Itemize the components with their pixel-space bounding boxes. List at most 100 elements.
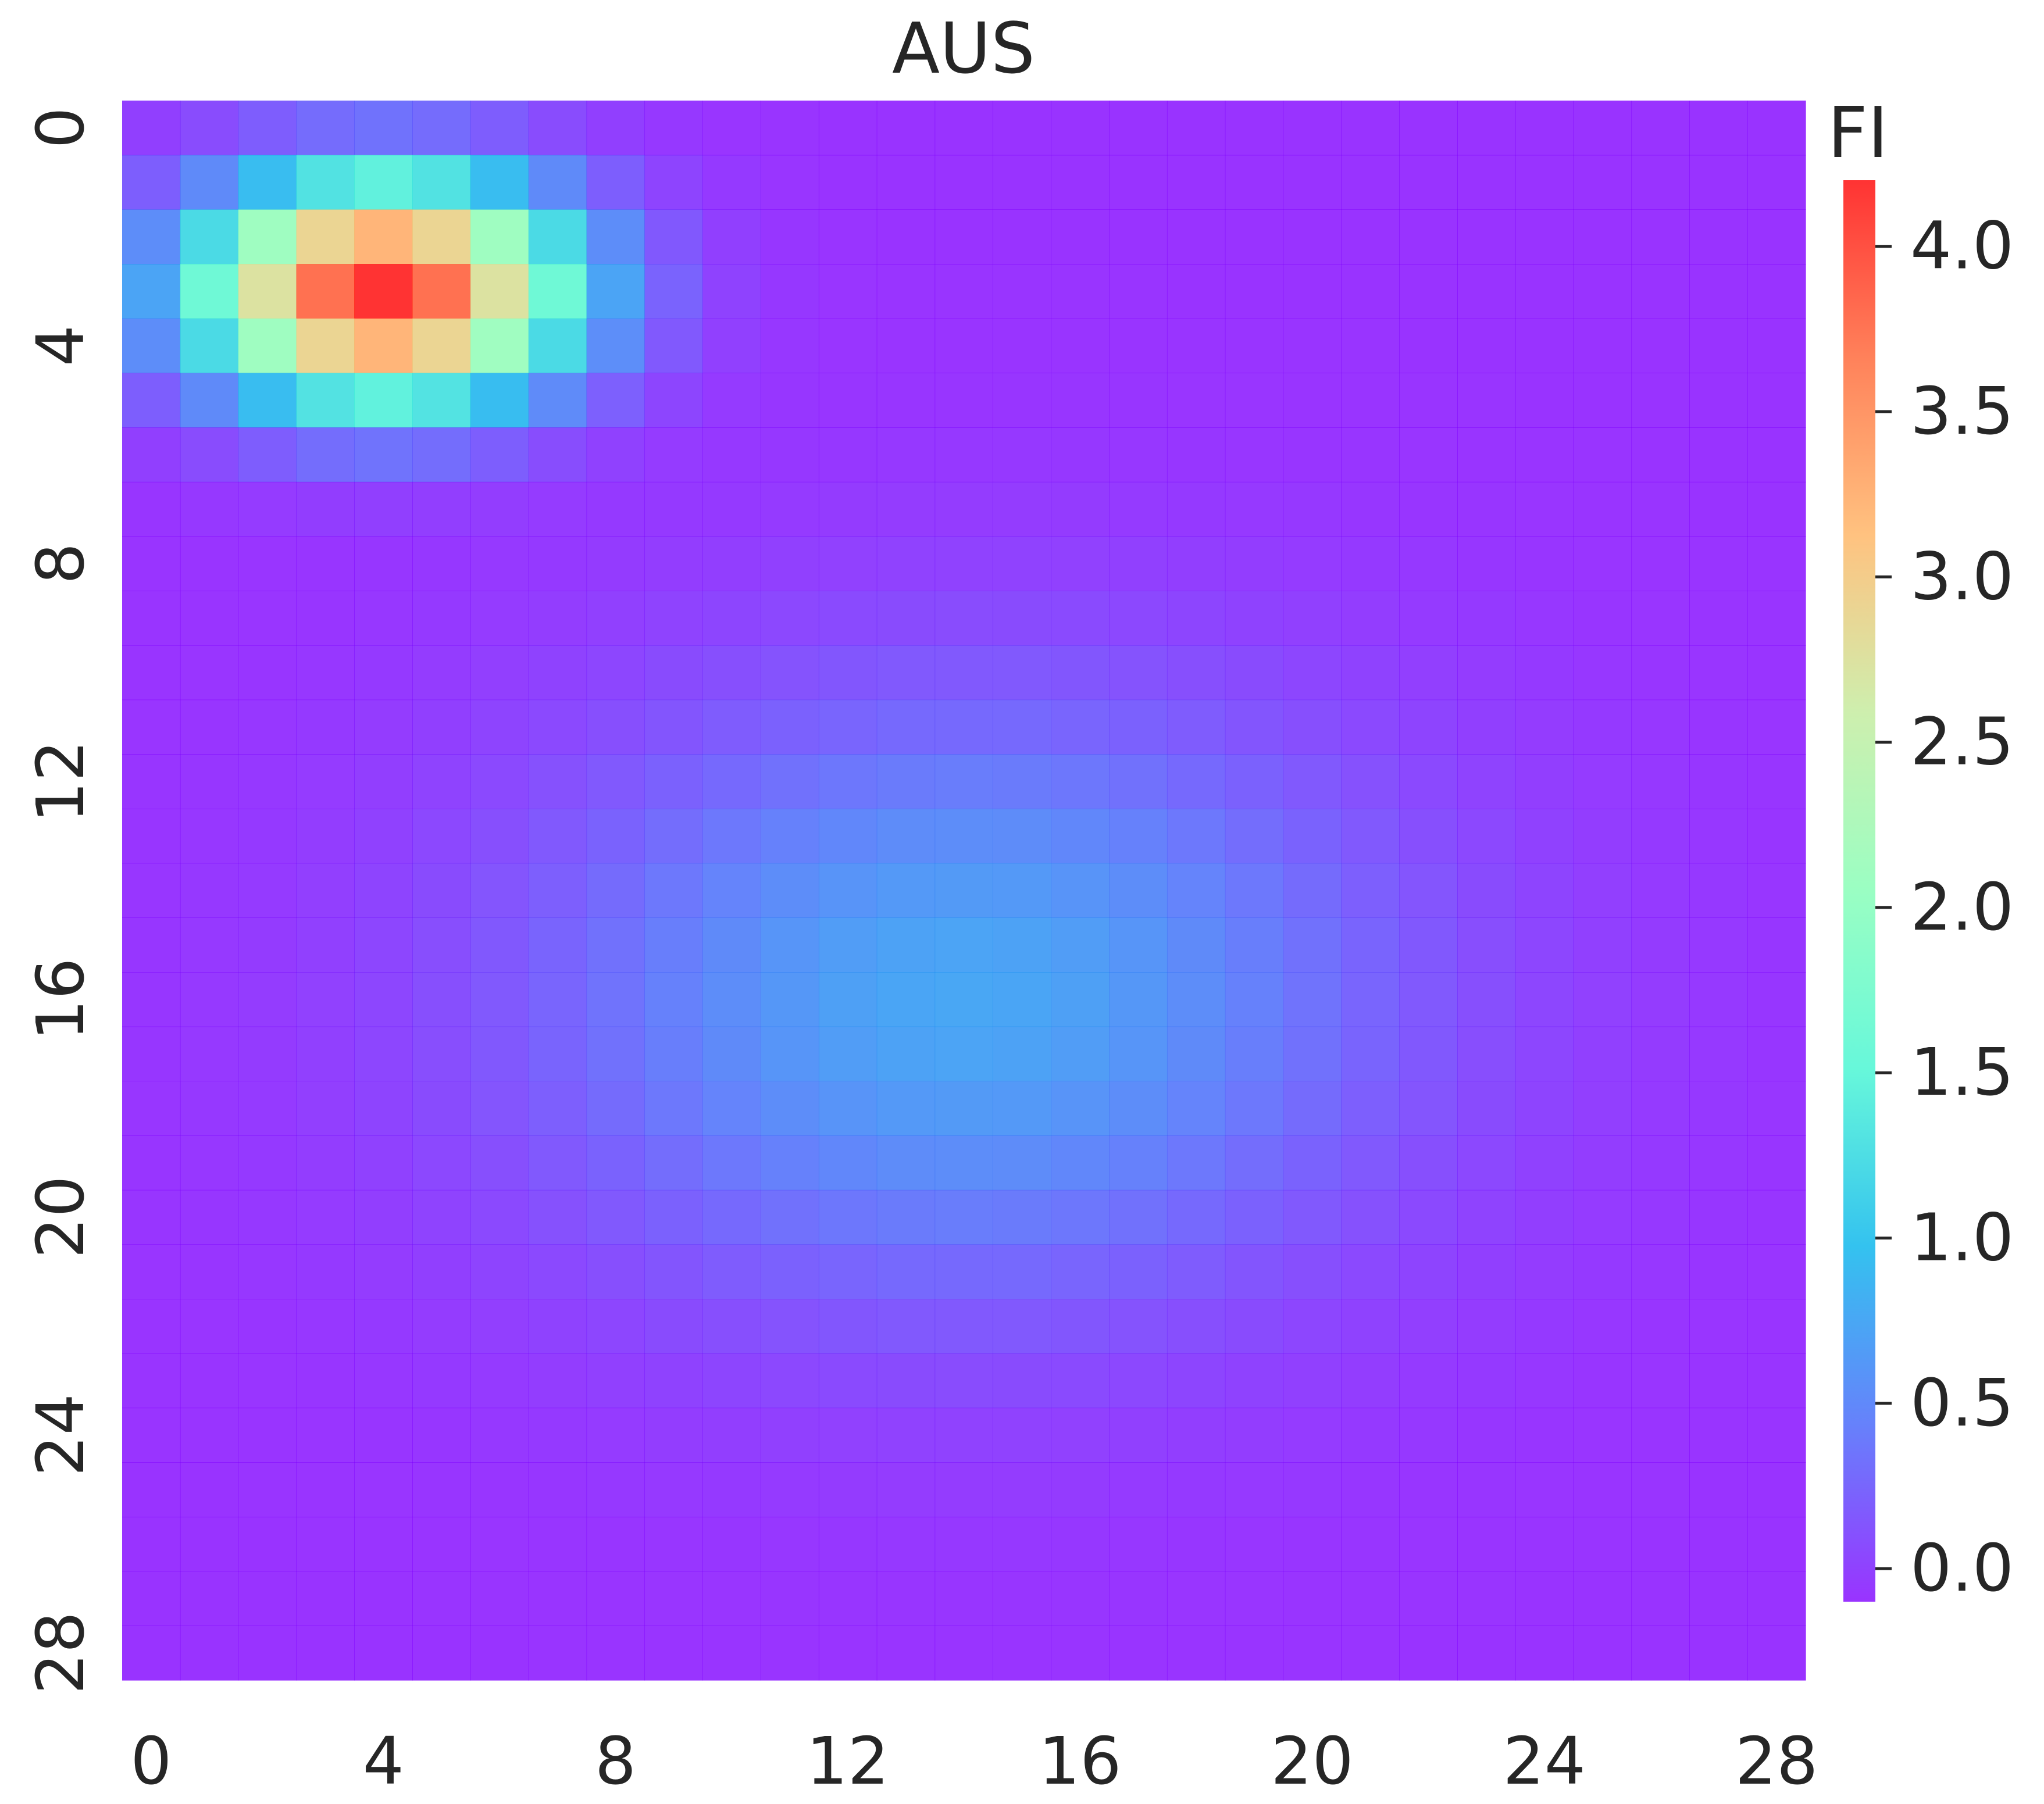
heatmap-cell (1573, 808, 1632, 864)
heatmap-cell (296, 264, 355, 319)
heatmap-cell (1341, 1353, 1400, 1409)
heatmap-cell (586, 645, 645, 701)
heatmap-cell (1573, 1081, 1632, 1136)
heatmap-cell (818, 1189, 877, 1245)
heatmap-cell (470, 481, 529, 537)
heatmap-cell (818, 808, 877, 864)
heatmap-cell (876, 1626, 936, 1681)
heatmap-cell (1747, 699, 1806, 755)
heatmap-cell (412, 1408, 471, 1463)
heatmap-cell (1051, 917, 1110, 973)
heatmap-cell (644, 972, 703, 1027)
heatmap-cell (1109, 1135, 1168, 1191)
heatmap-cell (586, 1081, 645, 1136)
heatmap-cell (934, 917, 994, 973)
heatmap-cell (1399, 1081, 1458, 1136)
heatmap-cell (180, 754, 239, 809)
heatmap-cell (586, 1516, 645, 1572)
heatmap-cell (1515, 101, 1574, 156)
heatmap-cell (761, 318, 819, 374)
heatmap-cell (818, 1135, 877, 1191)
heatmap-cell (1457, 1516, 1516, 1572)
heatmap-cell (1109, 318, 1168, 374)
heatmap-cell (934, 1571, 994, 1626)
heatmap-cell (702, 591, 761, 646)
heatmap-cell (1283, 1408, 1342, 1463)
heatmap-cell (122, 427, 181, 483)
heatmap-cell (1689, 264, 1748, 319)
heatmap-cell (993, 155, 1051, 210)
heatmap-cell (1167, 373, 1226, 428)
heatmap-cell (1515, 1571, 1574, 1626)
heatmap-cell (702, 1299, 761, 1354)
heatmap-cell (876, 427, 936, 483)
heatmap-cell (644, 1516, 703, 1572)
heatmap-cell (761, 1135, 819, 1191)
heatmap-cell (1167, 645, 1226, 701)
heatmap-cell (1631, 972, 1690, 1027)
heatmap-cell (180, 481, 239, 537)
heatmap-cell (354, 1135, 413, 1191)
heatmap-cell (702, 1244, 761, 1299)
heatmap-cell (761, 754, 819, 809)
heatmap-cell (296, 1353, 355, 1409)
heatmap-cell (876, 209, 936, 265)
colorbar-tick-label: 1.0 (1910, 1201, 2014, 1276)
heatmap-cell (296, 1408, 355, 1463)
heatmap-cell (1573, 1189, 1632, 1245)
heatmap-cell (586, 1244, 645, 1299)
heatmap-cell (528, 1026, 587, 1082)
heatmap-cell (1225, 481, 1284, 537)
heatmap-cell (470, 1462, 529, 1517)
heatmap-cell (644, 1135, 703, 1191)
heatmap-cell (1573, 373, 1632, 428)
heatmap-cell (1399, 699, 1458, 755)
heatmap-cell (1051, 1299, 1110, 1354)
heatmap-cell (1109, 1189, 1168, 1245)
y-tick-label: 28 (23, 1612, 99, 1695)
heatmap-cell (1399, 155, 1458, 210)
heatmap-cell (644, 1626, 703, 1681)
heatmap-cell (238, 318, 297, 374)
heatmap-cell (1109, 1408, 1168, 1463)
colorbar-label: FI (1828, 93, 1888, 174)
heatmap-cell (470, 1516, 529, 1572)
heatmap-cell (586, 209, 645, 265)
heatmap-cell (1341, 1026, 1400, 1082)
heatmap-cell (1631, 1408, 1690, 1463)
heatmap-cell (1631, 1299, 1690, 1354)
heatmap-cell (1515, 264, 1574, 319)
heatmap-cell (180, 318, 239, 374)
heatmap-cell (238, 591, 297, 646)
heatmap-cell (644, 318, 703, 374)
heatmap-cell (993, 427, 1051, 483)
heatmap-cell (1747, 972, 1806, 1027)
heatmap-cell (876, 536, 936, 591)
heatmap-cell (1167, 754, 1226, 809)
heatmap-cell (1573, 1516, 1632, 1572)
heatmap-cell (470, 645, 529, 701)
y-tick-label: 12 (23, 740, 99, 823)
heatmap-cell (1167, 1353, 1226, 1409)
heatmap-cell (354, 591, 413, 646)
heatmap-cell (1341, 808, 1400, 864)
heatmap-cell (1167, 699, 1226, 755)
heatmap-cell (412, 481, 471, 537)
heatmap-cell (702, 1353, 761, 1409)
heatmap-cell (1573, 1626, 1632, 1681)
heatmap-cell (761, 1571, 819, 1626)
heatmap-cell (586, 1135, 645, 1191)
heatmap-cell (412, 373, 471, 428)
heatmap-cell (296, 1081, 355, 1136)
heatmap-cell (412, 1462, 471, 1517)
heatmap-cell (993, 481, 1051, 537)
heatmap-cell (180, 1299, 239, 1354)
heatmap-cell (761, 1299, 819, 1354)
heatmap-cell (354, 209, 413, 265)
heatmap-cell (1283, 373, 1342, 428)
heatmap-cell (238, 754, 297, 809)
heatmap-cell (1457, 645, 1516, 701)
heatmap-cell (1167, 808, 1226, 864)
heatmap-cell (122, 863, 181, 918)
heatmap-cell (1109, 1353, 1168, 1409)
